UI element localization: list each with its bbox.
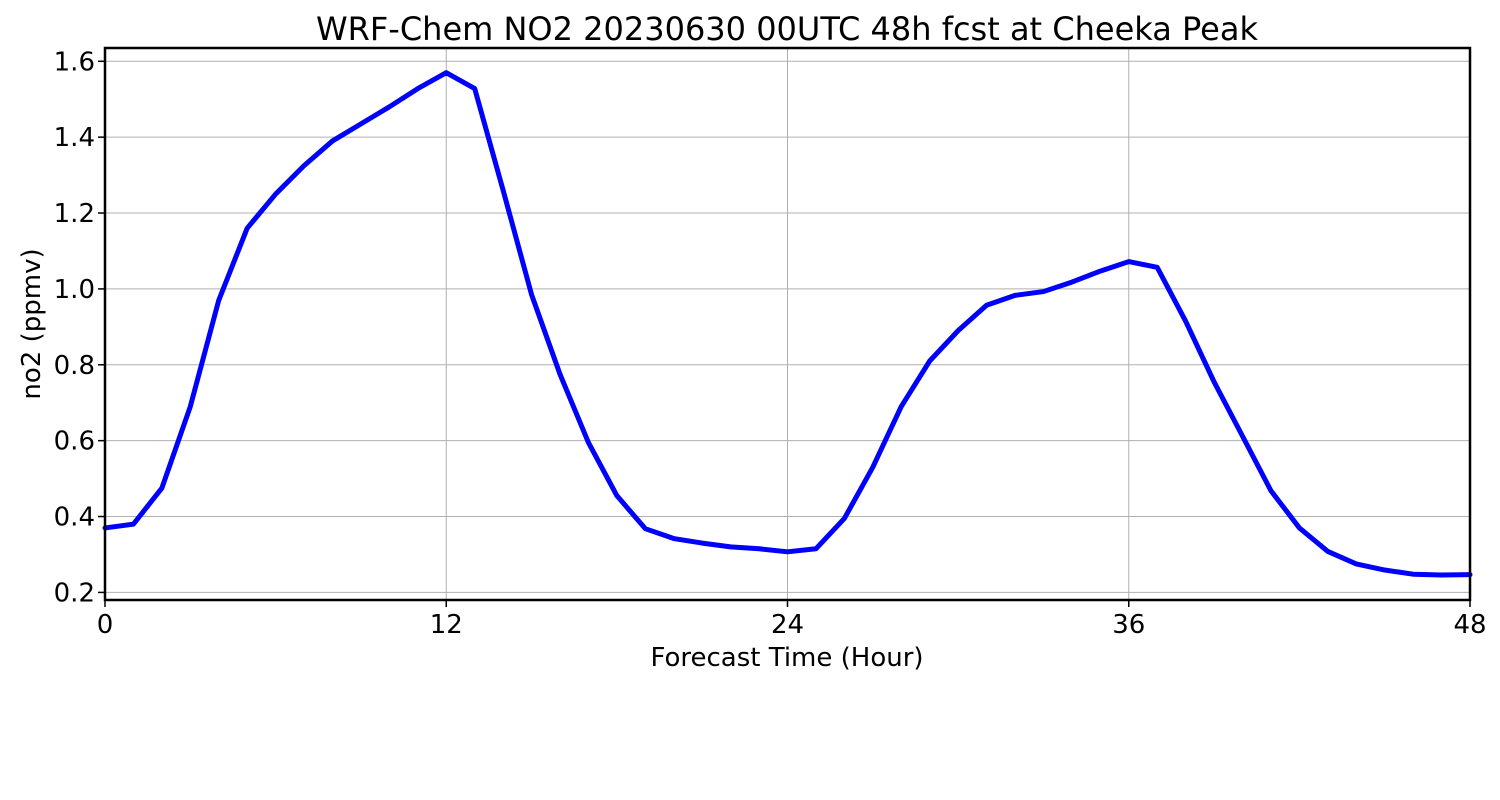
x-tick-label-3: 36 <box>1112 610 1145 640</box>
y-axis-label: no2 (ppmv) <box>17 248 47 399</box>
plot-frame <box>103 46 1472 602</box>
no2-series-line <box>102 70 1473 578</box>
y-tick-label-5: 1.2 <box>54 199 95 229</box>
y-tick-label-6: 1.4 <box>54 123 95 153</box>
chart-title: WRF-Chem NO2 20230630 00UTC 48h fcst at … <box>316 10 1258 48</box>
tick-layer: 0 12 24 36 48 0.2 0.4 0.6 0.8 1.0 1.2 1.4 1.6 <box>54 47 1487 640</box>
y-tick-label-4: 1.0 <box>54 275 95 305</box>
y-tick-label-0: 0.2 <box>54 578 95 608</box>
x-axis-label: Forecast Time (Hour) <box>650 643 923 673</box>
x-tick-label-1: 12 <box>430 610 463 640</box>
series-layer <box>102 70 1473 578</box>
x-tick-label-4: 48 <box>1453 610 1486 640</box>
x-tick-label-2: 24 <box>771 610 804 640</box>
x-tick-label-0: 0 <box>97 610 114 640</box>
y-tick-label-7: 1.6 <box>54 47 95 77</box>
grid-layer <box>104 48 1471 600</box>
y-tick-label-3: 0.8 <box>54 351 95 381</box>
y-tick-label-2: 0.6 <box>54 427 95 457</box>
y-tick-label-1: 0.4 <box>54 503 95 533</box>
